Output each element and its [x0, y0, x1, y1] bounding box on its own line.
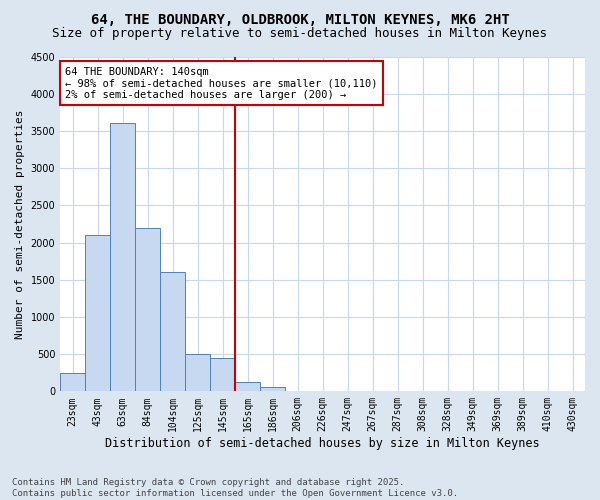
Bar	[260, 387, 285, 392]
Text: Size of property relative to semi-detached houses in Milton Keynes: Size of property relative to semi-detach…	[53, 28, 548, 40]
Bar	[110, 124, 135, 392]
Bar	[210, 358, 235, 392]
Text: 64 THE BOUNDARY: 140sqm
← 98% of semi-detached houses are smaller (10,110)
2% of: 64 THE BOUNDARY: 140sqm ← 98% of semi-de…	[65, 66, 378, 100]
Bar	[235, 382, 260, 392]
Bar	[160, 272, 185, 392]
Bar	[60, 372, 85, 392]
Bar	[135, 228, 160, 392]
Y-axis label: Number of semi-detached properties: Number of semi-detached properties	[15, 109, 25, 338]
Bar	[185, 354, 210, 392]
X-axis label: Distribution of semi-detached houses by size in Milton Keynes: Distribution of semi-detached houses by …	[105, 437, 540, 450]
Bar	[85, 235, 110, 392]
Text: 64, THE BOUNDARY, OLDBROOK, MILTON KEYNES, MK6 2HT: 64, THE BOUNDARY, OLDBROOK, MILTON KEYNE…	[91, 12, 509, 26]
Text: Contains HM Land Registry data © Crown copyright and database right 2025.
Contai: Contains HM Land Registry data © Crown c…	[12, 478, 458, 498]
